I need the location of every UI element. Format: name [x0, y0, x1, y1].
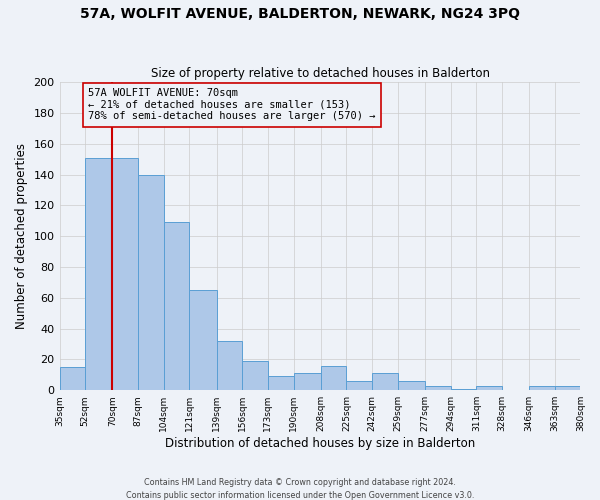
- Bar: [293, 374, 321, 390]
- Bar: [555, 386, 581, 390]
- Bar: [190, 290, 217, 390]
- Text: 57A, WOLFIT AVENUE, BALDERTON, NEWARK, NG24 3PQ: 57A, WOLFIT AVENUE, BALDERTON, NEWARK, N…: [80, 8, 520, 22]
- Bar: [59, 367, 85, 390]
- Bar: [242, 361, 268, 390]
- Bar: [346, 381, 372, 390]
- Bar: [451, 388, 476, 390]
- Bar: [268, 376, 293, 390]
- Bar: [529, 386, 555, 390]
- Bar: [85, 158, 112, 390]
- Bar: [425, 386, 451, 390]
- Bar: [476, 386, 502, 390]
- Text: Contains HM Land Registry data © Crown copyright and database right 2024.
Contai: Contains HM Land Registry data © Crown c…: [126, 478, 474, 500]
- Text: 57A WOLFIT AVENUE: 70sqm
← 21% of detached houses are smaller (153)
78% of semi-: 57A WOLFIT AVENUE: 70sqm ← 21% of detach…: [88, 88, 376, 122]
- Bar: [321, 366, 346, 390]
- Bar: [164, 222, 190, 390]
- Y-axis label: Number of detached properties: Number of detached properties: [15, 143, 28, 329]
- Bar: [398, 381, 425, 390]
- Title: Size of property relative to detached houses in Balderton: Size of property relative to detached ho…: [151, 66, 490, 80]
- Bar: [138, 174, 164, 390]
- X-axis label: Distribution of detached houses by size in Balderton: Distribution of detached houses by size …: [165, 437, 475, 450]
- Bar: [217, 341, 242, 390]
- Bar: [112, 158, 138, 390]
- Bar: [372, 374, 398, 390]
